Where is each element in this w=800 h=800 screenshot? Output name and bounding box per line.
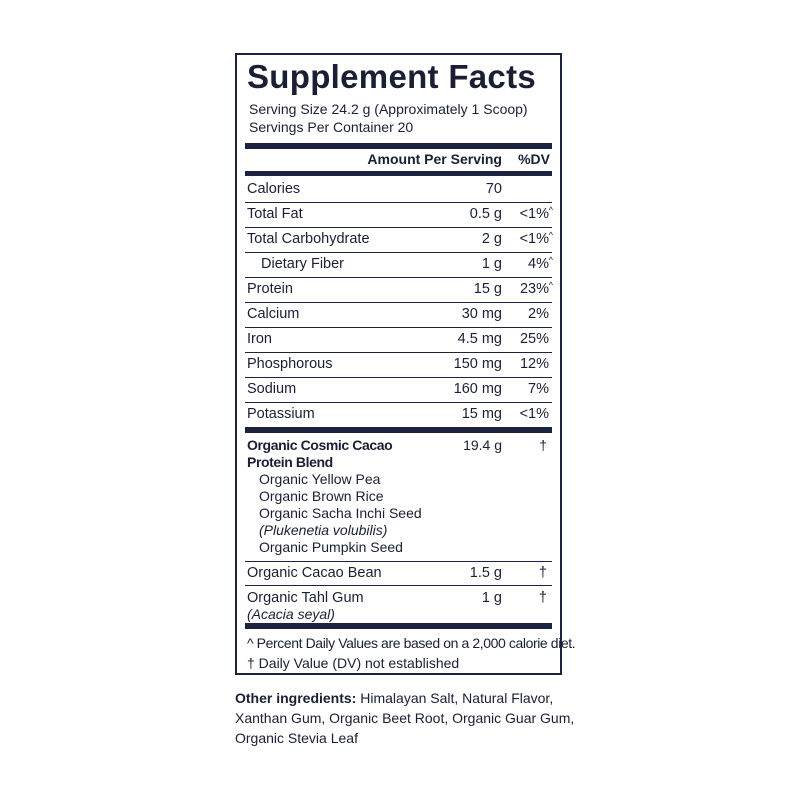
cacao-amount: 1.5 g xyxy=(469,565,502,581)
tahl-dv: † xyxy=(538,590,547,606)
nutrient-row: Dietary Fiber 1 g 4% ^ xyxy=(245,252,553,278)
tahl-amount: 1 g xyxy=(481,590,502,606)
nutrient-row: Calories 70 xyxy=(245,177,552,203)
nutrient-row: Iron 4.5 mg 25% xyxy=(245,327,552,353)
blend-dv: † xyxy=(539,437,547,453)
divider-bar xyxy=(245,623,552,629)
blend-ingredient: Organic Pumpkin Seed xyxy=(259,539,403,555)
cacao-dv: † xyxy=(538,565,547,581)
dv-header: %DV xyxy=(518,151,550,167)
dv-value: 4% xyxy=(528,256,549,272)
nutrient-amount: 0.5 g xyxy=(469,206,502,222)
nutrient-dv: 7% xyxy=(528,381,549,397)
nutrient-dv: <1% ^ xyxy=(519,230,553,247)
nutrient-name: Dietary Fiber xyxy=(261,256,344,272)
blend-name: Organic Cosmic Cacao xyxy=(247,437,393,453)
dv-value: 7% xyxy=(528,381,549,397)
footnote-dv: ^ Percent Daily Values are based on a 2,… xyxy=(247,635,576,651)
nutrient-dv: <1% xyxy=(520,406,549,422)
amount-header: Amount Per Serving xyxy=(367,151,502,167)
nutrient-amount: 30 mg xyxy=(461,306,502,322)
tahl-latin: (Acacia seyal) xyxy=(247,606,335,622)
other-ingredients-label: Other ingredients: xyxy=(235,690,357,706)
nutrient-dv: 2% xyxy=(528,306,549,322)
dv-value: <1% xyxy=(519,206,549,222)
nutrient-dv: <1% ^ xyxy=(519,205,553,222)
divider-bar xyxy=(245,427,552,433)
nutrient-name: Phosphorous xyxy=(247,356,333,372)
dv-mark: ^ xyxy=(548,280,553,290)
nutrient-row: Protein 15 g 23% ^ xyxy=(245,277,553,303)
cacao-row: Organic Cacao Bean 1.5 g † xyxy=(245,561,552,586)
dv-mark: ^ xyxy=(548,230,553,240)
footnote-dagger: † Daily Value (DV) not established xyxy=(247,655,460,671)
dv-value: 12% xyxy=(519,356,549,372)
other-ingredients-text: Himalayan Salt, Natural Flavor, Xanthan … xyxy=(235,690,575,746)
nutrient-name: Total Fat xyxy=(247,206,303,222)
nutrient-amount: 15 g xyxy=(473,281,502,297)
dv-value: <1% xyxy=(519,406,549,422)
nutrient-row: Total Fat 0.5 g <1% ^ xyxy=(245,202,553,228)
nutrient-name: Calories xyxy=(247,181,301,197)
nutrient-name: Protein xyxy=(247,281,293,297)
panel-title: Supplement Facts xyxy=(247,58,537,95)
dv-value: 2% xyxy=(528,306,549,322)
dv-value: <1% xyxy=(519,231,549,247)
other-ingredients: Other ingredients: Himalayan Salt, Natur… xyxy=(235,688,575,748)
nutrient-row: Phosphorous 150 mg 12% xyxy=(245,352,552,378)
servings-per-container: Servings Per Container 20 xyxy=(249,119,414,135)
dv-value: 23% xyxy=(519,281,549,297)
blend-ingredient: Organic Sacha Inchi Seed xyxy=(259,505,422,521)
cacao-name: Organic Cacao Bean xyxy=(247,565,382,581)
divider-bar xyxy=(245,143,552,149)
nutrient-row: Potassium 15 mg <1% xyxy=(245,402,552,427)
tahl-row: Organic Tahl Gum (Acacia seyal) 1 g † xyxy=(245,586,552,622)
blend-ingredient-latin: (Plukenetia volubilis) xyxy=(259,522,388,538)
nutrient-amount: 2 g xyxy=(481,231,502,247)
nutrient-name: Calcium xyxy=(247,306,300,322)
nutrient-name: Iron xyxy=(247,331,272,347)
nutrient-dv: 23% ^ xyxy=(519,280,553,297)
divider-bar xyxy=(245,171,552,176)
nutrient-amount: 4.5 mg xyxy=(457,331,502,347)
nutrient-dv: 4% ^ xyxy=(528,255,553,272)
blend-ingredient: Organic Brown Rice xyxy=(259,488,384,504)
nutrient-dv: 25% xyxy=(520,331,549,347)
dv-value: 25% xyxy=(519,331,549,347)
nutrient-amount: 150 mg xyxy=(453,356,502,372)
blend-ingredient: Organic Yellow Pea xyxy=(259,471,381,487)
nutrient-row: Sodium 160 mg 7% xyxy=(245,377,552,403)
nutrient-name: Potassium xyxy=(247,406,315,422)
nutrient-amount: 15 mg xyxy=(461,406,502,422)
nutrient-amount: 70 xyxy=(485,181,502,197)
nutrient-row: Calcium 30 mg 2% xyxy=(245,302,552,328)
nutrient-amount: 160 mg xyxy=(453,381,502,397)
nutrient-row: Total Carbohydrate 2 g <1% ^ xyxy=(245,227,553,253)
blend-block: Organic Cosmic Cacao Protein Blend 19.4 … xyxy=(245,433,552,562)
blend-name-2: Protein Blend xyxy=(247,454,333,470)
tahl-name: Organic Tahl Gum xyxy=(247,590,364,606)
dv-mark: ^ xyxy=(548,255,553,265)
nutrient-amount: 1 g xyxy=(481,256,502,272)
nutrient-name: Sodium xyxy=(247,381,297,397)
nutrient-dv: 12% xyxy=(520,356,549,372)
dv-mark: ^ xyxy=(548,205,553,215)
blend-amount: 19.4 g xyxy=(463,437,502,453)
serving-size: Serving Size 24.2 g (Approximately 1 Sco… xyxy=(249,101,528,117)
nutrient-name: Total Carbohydrate xyxy=(247,231,370,247)
supplement-facts-panel: Supplement Facts Serving Size 24.2 g (Ap… xyxy=(235,53,576,675)
